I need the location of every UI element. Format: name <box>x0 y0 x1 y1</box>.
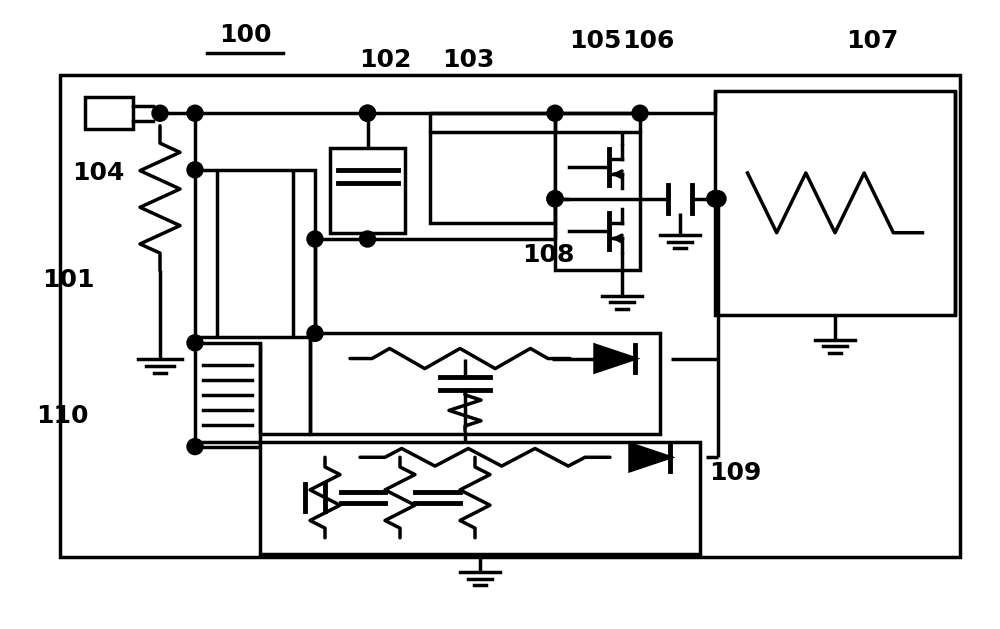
Text: 101: 101 <box>42 268 94 292</box>
Bar <box>60 75 960 557</box>
Circle shape <box>707 191 723 207</box>
Text: 107: 107 <box>846 29 898 53</box>
Circle shape <box>707 191 723 207</box>
Text: 105: 105 <box>569 29 621 53</box>
Bar <box>195 170 315 337</box>
Circle shape <box>547 191 563 207</box>
Circle shape <box>710 191 726 207</box>
Circle shape <box>547 105 563 121</box>
Bar <box>430 132 555 223</box>
Polygon shape <box>595 345 635 372</box>
Circle shape <box>187 105 203 121</box>
Circle shape <box>152 105 168 121</box>
Circle shape <box>360 105 376 121</box>
Text: 104: 104 <box>72 161 124 185</box>
Text: 100: 100 <box>219 23 271 47</box>
Circle shape <box>632 105 648 121</box>
Text: 109: 109 <box>709 461 761 485</box>
Circle shape <box>360 231 376 247</box>
Bar <box>195 343 260 447</box>
Bar <box>260 442 700 554</box>
Bar <box>715 91 955 314</box>
Bar <box>555 132 640 270</box>
Text: 110: 110 <box>36 404 88 428</box>
Circle shape <box>187 162 203 178</box>
Circle shape <box>547 191 563 207</box>
Circle shape <box>187 335 203 351</box>
Circle shape <box>187 438 203 455</box>
Bar <box>85 97 133 129</box>
Text: 108: 108 <box>522 243 574 267</box>
Polygon shape <box>630 444 670 470</box>
Circle shape <box>307 231 323 247</box>
Text: 102: 102 <box>359 48 411 72</box>
Bar <box>330 148 405 233</box>
Text: 103: 103 <box>442 48 494 72</box>
Text: 106: 106 <box>622 29 674 53</box>
Circle shape <box>360 105 376 121</box>
Circle shape <box>307 325 323 342</box>
Bar <box>310 333 660 434</box>
